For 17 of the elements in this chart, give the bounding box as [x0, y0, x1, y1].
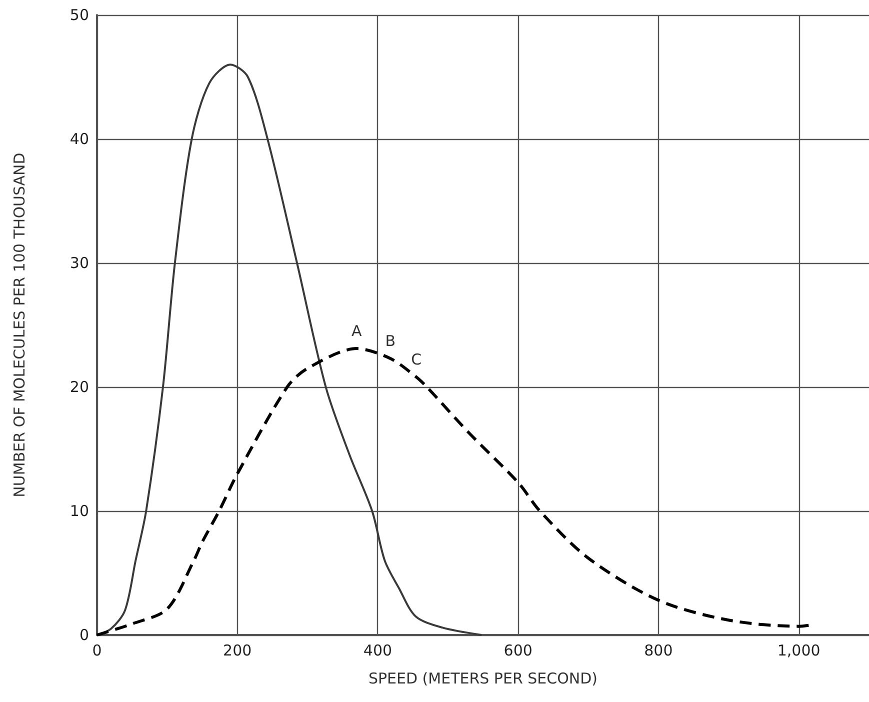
annotation: B	[385, 332, 396, 350]
x-tick-label: 600	[504, 642, 532, 660]
x-axis-title: SPEED (METERS PER SECOND)	[368, 670, 598, 688]
annotation: A	[352, 322, 363, 340]
y-axis-title: NUMBER OF MOLECULES PER 100 THOUSAND	[10, 152, 28, 498]
x-tick-label: 800	[644, 642, 673, 660]
x-tick-label: 1,000	[777, 642, 820, 660]
y-tick-label: 50	[70, 6, 89, 24]
annotation: C	[411, 350, 422, 369]
y-tick-label: 20	[70, 378, 89, 396]
y-tick-label: 30	[70, 254, 89, 272]
x-tick-label: 0	[92, 642, 102, 660]
x-tick-label: 200	[223, 642, 252, 660]
x-tick-label: 400	[363, 642, 392, 660]
y-tick-label: 0	[79, 626, 89, 644]
y-tick-label: 40	[70, 130, 89, 148]
y-tick-label: 10	[70, 502, 89, 520]
